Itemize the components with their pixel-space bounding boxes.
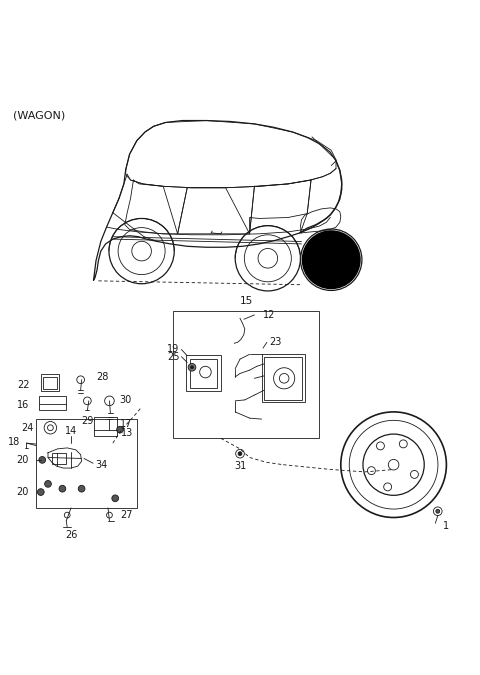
Circle shape (112, 495, 119, 502)
Text: 31: 31 (234, 461, 246, 471)
Text: 23: 23 (269, 338, 281, 348)
Text: 34: 34 (95, 460, 108, 470)
Circle shape (436, 510, 440, 513)
Text: 1: 1 (443, 521, 449, 531)
Text: 22: 22 (17, 379, 30, 389)
Bar (43, 377, 57, 389)
Text: 29: 29 (81, 416, 94, 426)
Circle shape (78, 485, 85, 492)
Circle shape (59, 485, 66, 492)
Text: 12: 12 (263, 310, 276, 320)
Bar (264, 356, 302, 400)
Text: 28: 28 (96, 372, 108, 382)
Text: 25: 25 (167, 352, 180, 362)
Text: 13: 13 (121, 427, 133, 437)
Bar (262, 354, 305, 402)
Circle shape (188, 363, 196, 371)
Text: 18: 18 (8, 437, 20, 447)
Text: 14: 14 (65, 426, 77, 436)
Text: 27: 27 (120, 510, 132, 520)
Bar (52, 453, 66, 464)
Text: 26: 26 (65, 531, 77, 541)
Text: 20: 20 (16, 487, 29, 497)
Text: 16: 16 (16, 400, 29, 410)
Circle shape (117, 427, 123, 433)
Circle shape (238, 452, 242, 456)
Text: 24: 24 (21, 423, 34, 433)
Bar (39, 396, 66, 410)
Circle shape (39, 456, 46, 463)
Bar (94, 416, 117, 436)
Circle shape (302, 231, 360, 288)
Text: (WAGON): (WAGON) (13, 111, 66, 121)
Text: 30: 30 (119, 395, 132, 405)
Text: 20: 20 (16, 455, 29, 465)
Bar (36, 419, 137, 508)
Bar (186, 355, 221, 392)
Bar (173, 311, 319, 438)
Text: 19: 19 (167, 344, 180, 354)
Circle shape (37, 489, 44, 495)
Text: 17: 17 (120, 419, 132, 429)
Text: 15: 15 (240, 296, 252, 306)
Circle shape (191, 366, 193, 369)
Circle shape (45, 481, 51, 487)
Bar (190, 359, 217, 388)
Bar (41, 375, 59, 392)
